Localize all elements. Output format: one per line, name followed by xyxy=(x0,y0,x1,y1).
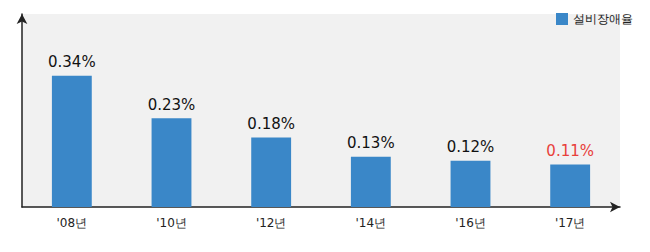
svg-text:0.11%: 0.11% xyxy=(546,142,594,160)
svg-text:'14년: '14년 xyxy=(356,216,387,230)
svg-text:0.12%: 0.12% xyxy=(447,138,495,156)
svg-text:'10년: '10년 xyxy=(156,216,187,230)
svg-text:'08년: '08년 xyxy=(57,216,88,230)
svg-text:0.18%: 0.18% xyxy=(247,115,295,133)
svg-text:0.23%: 0.23% xyxy=(148,96,196,114)
svg-text:0.13%: 0.13% xyxy=(347,134,395,152)
svg-text:설비장애율: 설비장애율 xyxy=(573,12,633,26)
svg-text:'17년: '17년 xyxy=(555,216,586,230)
svg-text:0.34%: 0.34% xyxy=(48,53,96,71)
svg-text:'16년: '16년 xyxy=(455,216,486,230)
svg-text:'12년: '12년 xyxy=(256,216,287,230)
